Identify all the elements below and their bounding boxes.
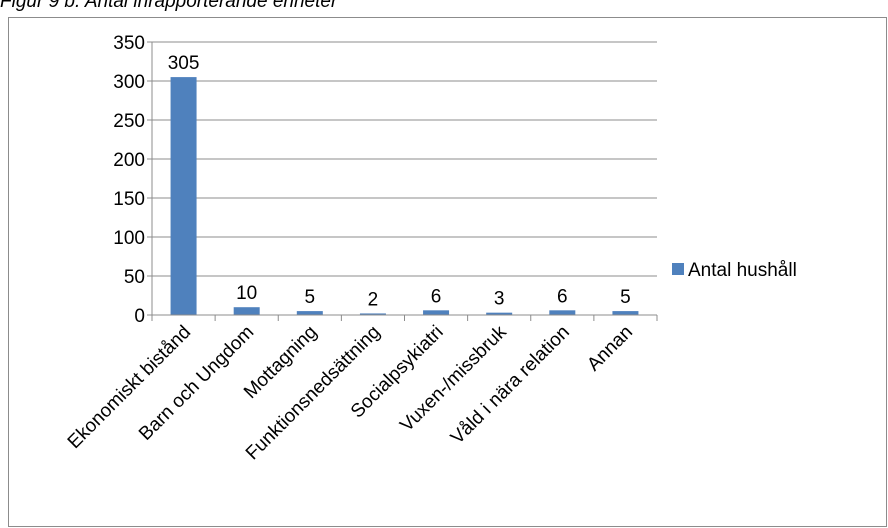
bar: [170, 77, 197, 315]
legend: Antal hushåll: [672, 260, 797, 281]
axes: [147, 41, 658, 321]
gridlines: [152, 41, 657, 277]
legend-label: Antal hushåll: [688, 260, 797, 281]
bar: [423, 310, 450, 315]
y-tick-label: 50: [124, 267, 145, 288]
data-label: 6: [557, 286, 568, 307]
y-tick-label: 100: [113, 228, 145, 249]
bars: [170, 77, 639, 315]
chart-frame: [8, 17, 887, 527]
bar: [233, 307, 260, 315]
y-tick-label: 150: [113, 189, 145, 210]
bar: [296, 311, 323, 315]
data-label: 6: [431, 286, 442, 307]
data-label: 10: [236, 283, 257, 304]
y-tick-label: 350: [113, 33, 145, 54]
y-tick-label: 300: [113, 72, 145, 93]
y-tick-label: 0: [134, 306, 145, 327]
data-label: 5: [305, 287, 316, 308]
x-tick-label: Vuxen-/missbruk: [396, 321, 511, 436]
y-tick-label: 250: [113, 111, 145, 132]
legend-swatch: [672, 263, 684, 275]
data-labels: 305 10 5 2 6 3 6 5: [168, 53, 631, 310]
bar: [549, 310, 576, 315]
x-tick-label: Annan: [583, 322, 637, 376]
x-tick-label: Barn och Ungdom: [135, 322, 258, 445]
bar: [612, 311, 639, 315]
figure-title: Figur 9 b. Antal inrapporterande enheter: [0, 0, 338, 12]
y-tick-labels: 0 50 100 150 200 250 300 350: [113, 33, 145, 327]
data-label: 3: [494, 289, 505, 310]
x-tick-label: Våld i nära relation: [447, 322, 574, 449]
data-label: 2: [368, 289, 379, 310]
y-tick-label: 200: [113, 150, 145, 171]
data-label: 305: [168, 53, 200, 74]
bar: [486, 312, 513, 315]
x-tick-label: Ekonomiskt bistånd: [64, 322, 195, 453]
bar: [359, 313, 386, 315]
data-label: 5: [620, 287, 631, 308]
